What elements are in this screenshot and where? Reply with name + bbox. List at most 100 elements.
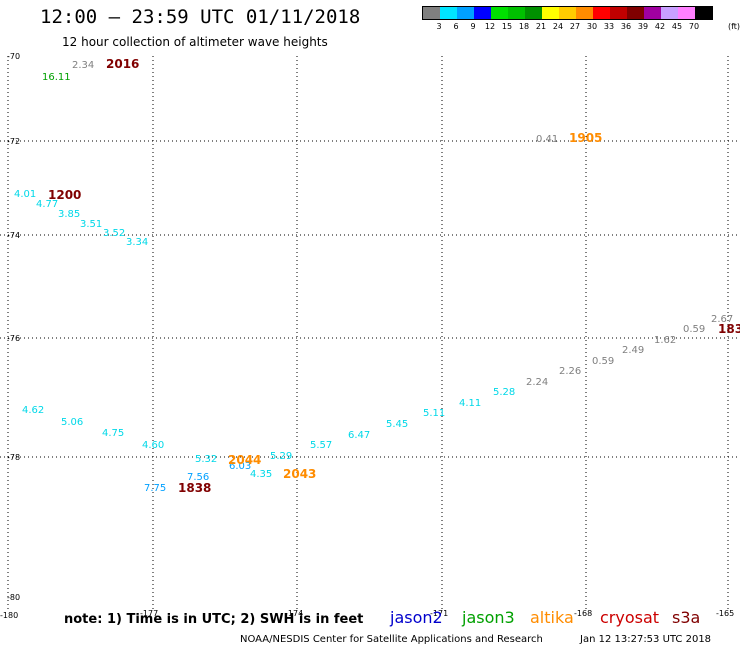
wave-height-value: 6.03 (229, 461, 251, 472)
colorbar-swatch (474, 7, 491, 19)
wave-height-value: 2.49 (622, 345, 644, 356)
wave-height-value: 3.34 (126, 237, 148, 248)
colorbar-swatch (559, 7, 576, 19)
longitude-label: -180 (0, 611, 18, 620)
colorbar-tick-label: 70 (688, 22, 700, 31)
colorbar-swatch (440, 7, 457, 19)
colorbar-swatch (695, 7, 712, 19)
wave-height-value: 6.47 (348, 430, 370, 441)
pass-times: 2016 1905 1200 183 2044 2043 1838 (48, 57, 740, 495)
colorbar-labels: (ft) 3 6 9 12 15 18 21 24 27 30 33 36 39 42 45 70 (422, 20, 740, 32)
wave-height-value: 7.75 (144, 483, 166, 494)
satellite-legend-item: s3a (672, 608, 701, 627)
satellite-legend-item: cryosat (600, 608, 660, 627)
colorbar-tick-label: 12 (484, 22, 496, 31)
pass-time-label: 183 (718, 322, 740, 336)
footer-timestamp: Jan 12 13:27:53 UTC 2018 (580, 634, 712, 645)
colorbar-tick-label: 15 (501, 22, 513, 31)
colorbar-tick-label: 18 (518, 22, 530, 31)
wave-height-value: 4.11 (459, 398, 481, 409)
colorbar-swatch (610, 7, 627, 19)
wave-height-value: 4.62 (22, 405, 44, 416)
wave-height-value: 0.41 (536, 134, 558, 145)
wave-height-value: 2.67 (711, 314, 733, 325)
wave-height-value: 3.85 (58, 209, 80, 220)
pass-time-label: 2016 (106, 57, 139, 71)
colorbar-swatch (491, 7, 508, 19)
wave-height-value: 5.45 (386, 419, 408, 430)
wave-height-value: 5.28 (493, 387, 515, 398)
colorbar-swatch (678, 7, 695, 19)
colorbar-tick-label: 3 (436, 22, 442, 31)
pass-time-label: 1200 (48, 188, 81, 202)
footer-credit: NOAA/NESDIS Center for Satellite Applica… (240, 634, 543, 645)
wave-height-value: 4.60 (142, 440, 164, 451)
longitude-label: -174 (285, 609, 303, 618)
latitude-label: -70 (7, 52, 20, 61)
wave-height-value: 16.11 (42, 72, 71, 83)
pass-time-label: 2044 (228, 453, 261, 467)
map-subtitle: 12 hour collection of altimeter wave hei… (62, 35, 328, 49)
colorbar-swatch (627, 7, 644, 19)
colorbar-tick-label: 24 (552, 22, 564, 31)
colorbar-tick-label: 33 (603, 22, 615, 31)
colorbar-swatches (422, 6, 713, 20)
wave-height-value: 3.51 (80, 219, 102, 230)
colorbar-unit: (ft) (728, 22, 740, 31)
pass-time-label: 1838 (178, 481, 211, 495)
wave-height-value: 4.35 (250, 469, 272, 480)
pass-time-label: 2043 (283, 467, 316, 481)
latitude-label: -76 (7, 334, 20, 343)
footer-note: note: 1) Time is in UTC; 2) SWH is in fe… (64, 612, 364, 627)
wave-height-value: 4.77 (36, 199, 58, 210)
latitude-label: -78 (7, 453, 20, 462)
wave-height-value: 5.06 (61, 417, 83, 428)
longitude-label: -171 (430, 609, 448, 618)
colorbar-tick-label: 42 (654, 22, 666, 31)
colorbar-legend: (ft) 3 6 9 12 15 18 21 24 27 30 33 36 39 42 45 70 (422, 6, 740, 32)
latitude-label: -72 (7, 137, 20, 146)
latitude-label: -80 (7, 593, 20, 602)
wave-height-value: 2.34 (72, 60, 94, 71)
colorbar-tick-label: 30 (586, 22, 598, 31)
graticule (0, 56, 740, 610)
colorbar-swatch (508, 7, 525, 19)
wave-height-value: 2.24 (526, 377, 548, 388)
satellite-legend-item: altika (530, 608, 574, 627)
colorbar-tick-label: 6 (453, 22, 459, 31)
wave-height-value: 0.59 (683, 324, 705, 335)
colorbar-swatch (457, 7, 474, 19)
wave-height-value: 5.32 (195, 454, 217, 465)
colorbar-swatch (525, 7, 542, 19)
satellite-legend-item: jason2 (390, 608, 443, 627)
wave-height-value: 5.29 (270, 451, 292, 462)
wave-height-value: 3.52 (103, 228, 125, 239)
longitude-label: -177 (140, 609, 158, 618)
pass-time-label: 1905 (569, 131, 602, 145)
colorbar-tick-label: 45 (671, 22, 683, 31)
colorbar-swatch (542, 7, 559, 19)
colorbar-swatch (593, 7, 610, 19)
map-title: 12:00 – 23:59 UTC 01/11/2018 (40, 6, 361, 28)
colorbar-tick-label: 21 (535, 22, 547, 31)
colorbar-tick-label: 36 (620, 22, 632, 31)
colorbar-swatch (644, 7, 661, 19)
wave-height-value: 7.56 (187, 472, 209, 483)
wave-height-value: 0.59 (592, 356, 614, 367)
colorbar-swatch (423, 7, 440, 19)
wave-height-value: 5.11 (423, 408, 445, 419)
latitude-label: -74 (7, 231, 20, 240)
colorbar-swatch (661, 7, 678, 19)
colorbar-tick-label: 9 (470, 22, 476, 31)
colorbar-tick-label: 27 (569, 22, 581, 31)
colorbar-swatch (576, 7, 593, 19)
longitude-label: -165 (716, 609, 734, 618)
colorbar-tick-label: 39 (637, 22, 649, 31)
satellite-legend-item: jason3 (462, 608, 515, 627)
wave-height-value: 4.75 (102, 428, 124, 439)
axis-labels: -70 -72 -74 -76 -78 -80 -180 -177 -174 -171 -168 -1… (0, 52, 734, 620)
wave-height-value: 4.01 (14, 189, 36, 200)
longitude-label: -168 (574, 609, 592, 618)
